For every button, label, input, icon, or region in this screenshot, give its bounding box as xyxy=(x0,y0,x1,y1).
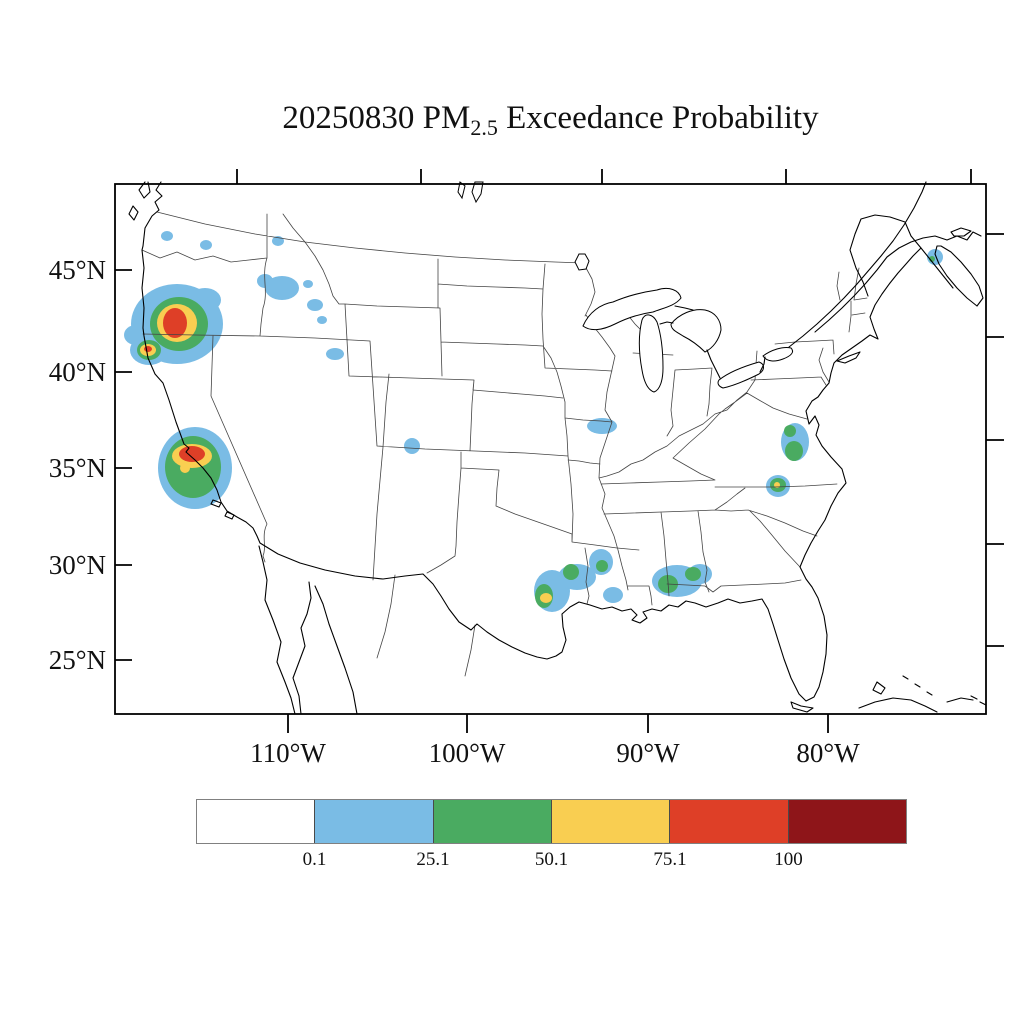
plot-title-suffix: Exceedance Probability xyxy=(497,100,819,136)
colorbar-tick-label: 0.1 xyxy=(302,849,327,870)
us-coastline xyxy=(141,181,922,702)
colorbar-tick-label: 25.1 xyxy=(416,849,450,870)
channel-islands xyxy=(210,499,235,520)
map-frame xyxy=(114,183,987,715)
plot-title-subscript: 2.5 xyxy=(470,115,498,140)
lat-tick-label: 40°N xyxy=(48,357,106,387)
probability-contour-idaho-montana xyxy=(265,276,299,300)
lat-tick-label: 25°N xyxy=(48,645,106,675)
probability-contour-idaho-montana xyxy=(326,348,344,360)
lake-ontario xyxy=(762,347,794,362)
probability-contour-texas-gulf xyxy=(563,564,579,580)
colorbar-tick-label: 100 xyxy=(774,849,803,870)
probability-contour-idaho-montana xyxy=(307,299,323,311)
probability-contour-louisiana xyxy=(603,587,623,603)
plot-title: 20250830 PM2.5 Exceedance Probability xyxy=(115,100,986,141)
colorbar xyxy=(196,799,907,844)
probability-contour-virginia xyxy=(785,441,803,461)
probability-contour-washington xyxy=(161,231,173,241)
lake-huron xyxy=(670,309,722,353)
lon-tick-label: 80°W xyxy=(796,738,860,768)
nova-scotia-coast xyxy=(934,245,984,307)
great-lakes-connectors xyxy=(659,305,766,379)
vancouver-island xyxy=(128,181,151,221)
state-border-lines xyxy=(141,211,868,677)
lat-tick-label: 30°N xyxy=(48,550,106,580)
colorbar-segment xyxy=(197,800,316,843)
probability-contour-texas-gulf xyxy=(540,593,552,603)
long-island xyxy=(836,351,861,364)
colorbar-tick-label: 75.1 xyxy=(653,849,687,870)
probability-contour-mississippi-alabama xyxy=(685,567,701,581)
probability-contour-sierra-nevada xyxy=(180,463,190,473)
probability-contour-oregon xyxy=(163,308,187,338)
probability-contour-idaho-montana xyxy=(317,316,327,324)
plot-title-prefix: 20250830 PM xyxy=(282,100,471,136)
lake-of-the-woods xyxy=(574,253,590,271)
state-borders xyxy=(141,211,868,677)
colorbar-segment xyxy=(670,800,789,843)
colorbar-segment xyxy=(551,800,671,843)
lake-superior xyxy=(582,287,682,331)
lake-erie xyxy=(717,361,764,389)
lon-tick-label: 110°W xyxy=(250,738,326,768)
probability-contour-oregon xyxy=(124,325,148,345)
colorbar-segment xyxy=(315,800,434,843)
probability-contour-nova-scotia xyxy=(927,249,943,265)
lat-tick-label: 45°N xyxy=(48,255,106,285)
cuba-bahamas-keys xyxy=(790,675,987,713)
probability-contour-sierra-nevada xyxy=(179,446,205,462)
baja-california-coast xyxy=(258,545,358,715)
colorbar-tick-label: 50.1 xyxy=(534,849,569,870)
probability-contour-virginia xyxy=(784,425,796,437)
lat-tick-label: 35°N xyxy=(48,453,106,483)
st-lawrence-and-maritimes xyxy=(788,181,982,348)
lake-winnipeg xyxy=(471,181,484,204)
probability-contour-idaho-montana xyxy=(303,280,313,288)
coastlines xyxy=(128,181,987,715)
prince-edward-island xyxy=(950,227,972,237)
probability-contour-colorado-plateau xyxy=(404,438,420,454)
lon-tick-label: 100°W xyxy=(428,738,506,768)
lake-michigan xyxy=(638,314,664,393)
colorbar-segment xyxy=(433,800,552,843)
lon-tick-label: 90°W xyxy=(616,738,680,768)
colorbar-segment xyxy=(788,800,906,843)
probability-contour-east-texas xyxy=(596,560,608,572)
lakes xyxy=(457,181,794,393)
probability-contour-washington xyxy=(200,240,212,250)
probability-contour-oregon xyxy=(144,346,152,352)
map-plot xyxy=(114,169,1004,733)
axis-ticks xyxy=(115,169,1004,733)
